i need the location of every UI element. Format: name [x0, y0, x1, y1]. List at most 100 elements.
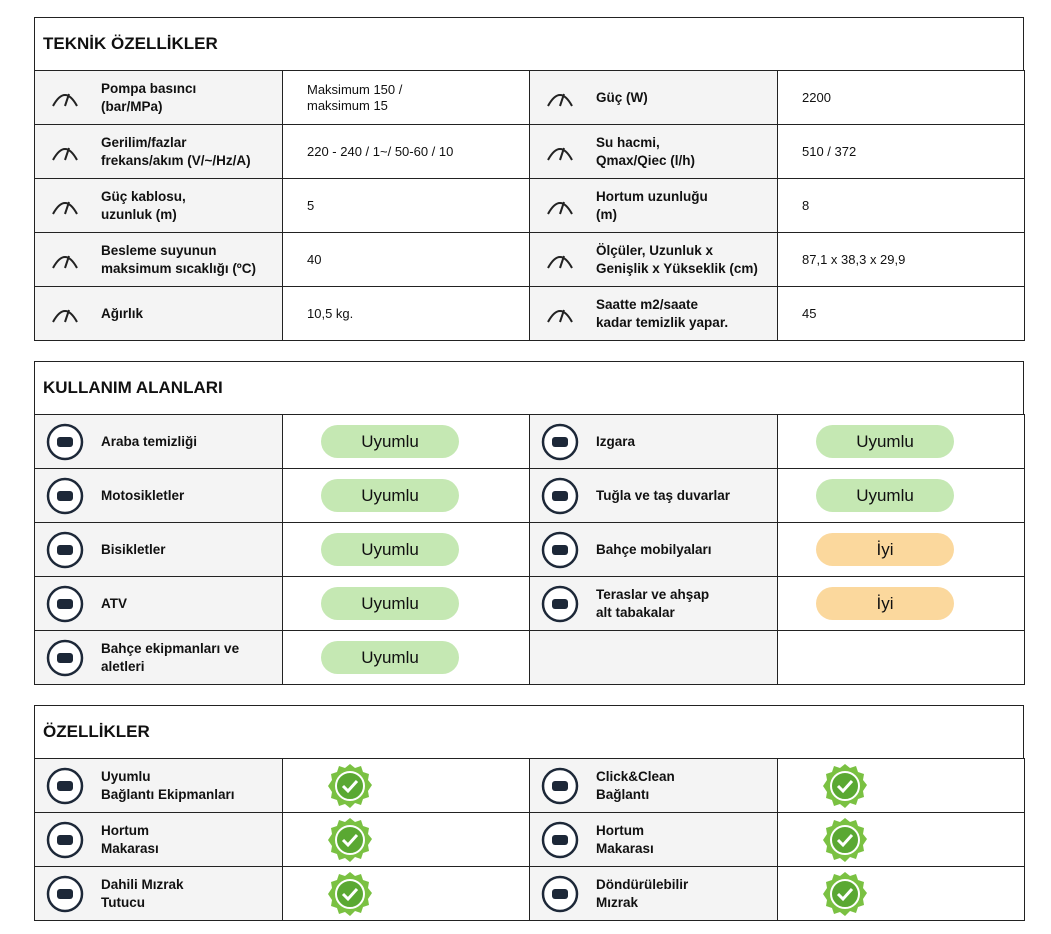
value-cell: 510 / 372 [777, 124, 1025, 179]
label: Hortum uzunluğu (m) [596, 188, 708, 222]
label-cell: Tuğla ve taş duvarlar [529, 468, 778, 523]
value-cell: 2200 [777, 70, 1025, 125]
label: Izgara [596, 433, 636, 449]
value-cell: İyi [777, 522, 1025, 577]
label: Araba temizliği [101, 433, 198, 449]
label: Gerilim/fazlar frekans/akım (V/~/Hz/A) [101, 134, 251, 168]
icon [46, 585, 84, 622]
label-cell: Pompa basıncı (bar/MPa) [34, 70, 283, 125]
value-cell: 220 - 240 / 1~/ 50-60 / 10 [282, 124, 530, 179]
value: 45 [802, 305, 817, 321]
icon [547, 201, 573, 214]
value-cell: Uyumlu [282, 522, 530, 577]
value: Maksimum 150 / maksimum 15 [307, 81, 403, 113]
check-badge [328, 871, 372, 916]
value-cell [282, 812, 530, 867]
value-cell: Uyumlu [282, 414, 530, 469]
label: Su hacmi, Qmax/Qiec (l/h) [596, 134, 696, 168]
label-cell: Su hacmi, Qmax/Qiec (l/h) [529, 124, 778, 179]
label-cell: Gerilim/fazlar frekans/akım (V/~/Hz/A) [34, 124, 283, 179]
icon [52, 201, 78, 214]
label-cell: Uyumlu Bağlantı Ekipmanları [34, 758, 283, 813]
label-cell: Ölçüler, Uzunluk x Genişlik x Yükseklik … [529, 232, 778, 287]
label: Güç (W) [596, 89, 648, 105]
value: 8 [802, 197, 810, 213]
icon [547, 255, 573, 268]
label-cell: Besleme suyunun maksimum sıcaklığı (ºC) [34, 232, 283, 287]
icon [541, 821, 579, 858]
label: Ölçüler, Uzunluk x Genişlik x Yükseklik … [596, 242, 758, 276]
status-pill: Uyumlu [816, 425, 954, 458]
value-cell [777, 812, 1025, 867]
label-cell: Click&Clean Bağlantı [529, 758, 778, 813]
label-cell: Bahçe ekipmanları ve aletleri [34, 630, 283, 685]
value-cell [777, 758, 1025, 813]
label: Hortum Makarası [101, 822, 159, 856]
section-header: TEKNİK ÖZELLİKLER [34, 17, 1024, 71]
value-cell [282, 758, 530, 813]
value: 220 - 240 / 1~/ 50-60 / 10 [307, 143, 454, 159]
label: Besleme suyunun maksimum sıcaklığı (ºC) [101, 242, 256, 276]
icon [52, 255, 78, 268]
status-pill: Uyumlu [321, 587, 459, 620]
icon [52, 147, 78, 160]
icon [46, 767, 84, 804]
label-cell: Izgara [529, 414, 778, 469]
icon [46, 821, 84, 858]
label-cell: Hortum uzunluğu (m) [529, 178, 778, 233]
value: 87,1 x 38,3 x 29,9 [802, 251, 906, 267]
label: Güç kablosu, uzunluk (m) [101, 188, 186, 222]
icon [46, 477, 84, 514]
label: Uyumlu Bağlantı Ekipmanları [101, 768, 235, 802]
label: Saatte m2/saate kadar temizlik yapar. [596, 296, 729, 330]
icon [541, 585, 579, 622]
value-cell: 40 [282, 232, 530, 287]
icon [46, 531, 84, 568]
status-pill: Uyumlu [816, 479, 954, 512]
value-cell [777, 630, 1025, 685]
value-cell: 5 [282, 178, 530, 233]
label: Motosikletler [101, 487, 185, 503]
label: Tuğla ve taş duvarlar [596, 487, 731, 503]
value-cell: Uyumlu [282, 576, 530, 631]
icon [541, 477, 579, 514]
label-cell: Güç kablosu, uzunluk (m) [34, 178, 283, 233]
label-cell: ATV [34, 576, 283, 631]
label-cell [529, 630, 778, 685]
value: 5 [307, 197, 315, 213]
value-cell: İyi [777, 576, 1025, 631]
value-cell [282, 866, 530, 921]
label: Döndürülebilir Mızrak [596, 876, 689, 910]
icon [46, 875, 84, 912]
label-cell: Bahçe mobilyaları [529, 522, 778, 577]
value-cell: Uyumlu [777, 414, 1025, 469]
icon [52, 309, 78, 322]
label-cell: Motosikletler [34, 468, 283, 523]
label: ATV [101, 595, 127, 611]
check-badge [328, 817, 372, 862]
value-cell: 10,5 kg. [282, 286, 530, 341]
icon [541, 531, 579, 568]
label-cell: Teraslar ve ahşap alt tabakalar [529, 576, 778, 631]
icon [541, 875, 579, 912]
value-cell: Uyumlu [282, 468, 530, 523]
label: Pompa basıncı (bar/MPa) [101, 80, 197, 114]
icon [547, 309, 573, 322]
status-pill: İyi [816, 587, 954, 620]
check-badge [823, 871, 867, 916]
value-cell: Maksimum 150 / maksimum 15 [282, 70, 530, 125]
value-cell: Uyumlu [282, 630, 530, 685]
value: 10,5 kg. [307, 305, 354, 321]
label: Teraslar ve ahşap alt tabakalar [596, 586, 710, 620]
check-badge [823, 817, 867, 862]
section-header: ÖZELLİKLER [34, 705, 1024, 759]
value: 40 [307, 251, 322, 267]
icon [547, 93, 573, 106]
value-cell: 45 [777, 286, 1025, 341]
label-cell: Hortum Makarası [34, 812, 283, 867]
section-header: KULLANIM ALANLARI [34, 361, 1024, 415]
label-cell: Saatte m2/saate kadar temizlik yapar. [529, 286, 778, 341]
status-pill: Uyumlu [321, 533, 459, 566]
label-cell: Dahili Mızrak Tutucu [34, 866, 283, 921]
